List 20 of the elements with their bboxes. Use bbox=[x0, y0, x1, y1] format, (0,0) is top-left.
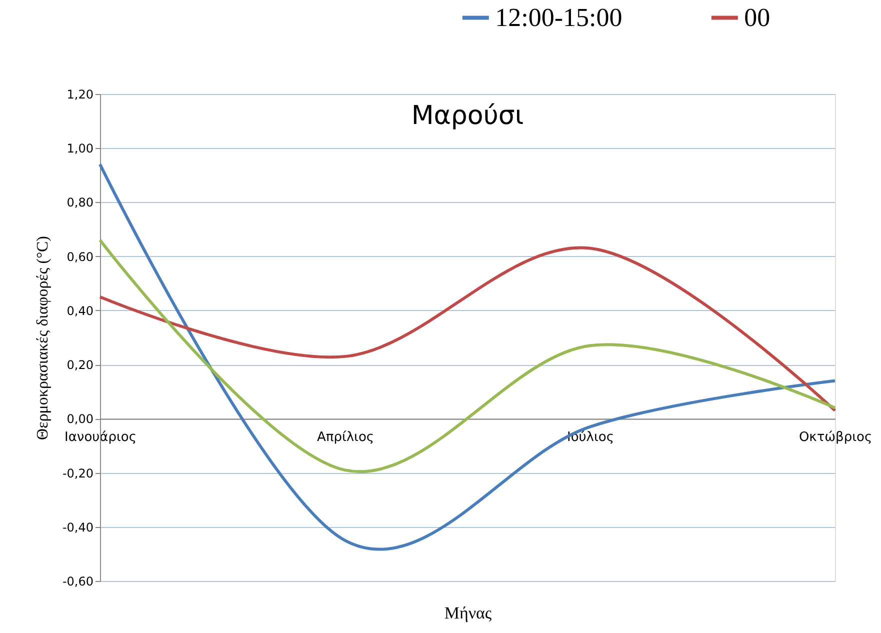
chart-title: Μαρούσι bbox=[411, 101, 524, 131]
y-tick-label: -0,20 bbox=[62, 466, 94, 480]
y-tick-label: 0,20 bbox=[66, 358, 94, 372]
y-tick-label: 0,80 bbox=[66, 196, 94, 210]
legend-label: 00 bbox=[744, 2, 770, 32]
y-tick-label: 1,20 bbox=[66, 88, 94, 102]
legend-label: 12:00-15:00 bbox=[495, 2, 622, 32]
y-tick-label: 0,40 bbox=[66, 304, 94, 318]
y-tick-label: -0,40 bbox=[62, 520, 94, 534]
x-tick-label: Οκτώβριος bbox=[798, 430, 872, 446]
x-tick-label: Απρίλιος bbox=[316, 430, 374, 446]
y-tick-label: -0,60 bbox=[62, 574, 94, 588]
line-series bbox=[98, 246, 836, 412]
x-axis-title: Μήνας bbox=[444, 604, 492, 622]
y-tick-label: 0,60 bbox=[66, 250, 94, 264]
x-tick-label: Ιούλιος bbox=[567, 430, 614, 446]
x-tick-label: Ιανουάριος bbox=[64, 430, 136, 446]
y-tick-label: 0,00 bbox=[66, 412, 94, 426]
y-axis-title: Θερμοκρασιακές διαφορές (°C) bbox=[34, 236, 52, 440]
y-tick-label: 1,00 bbox=[66, 142, 94, 156]
